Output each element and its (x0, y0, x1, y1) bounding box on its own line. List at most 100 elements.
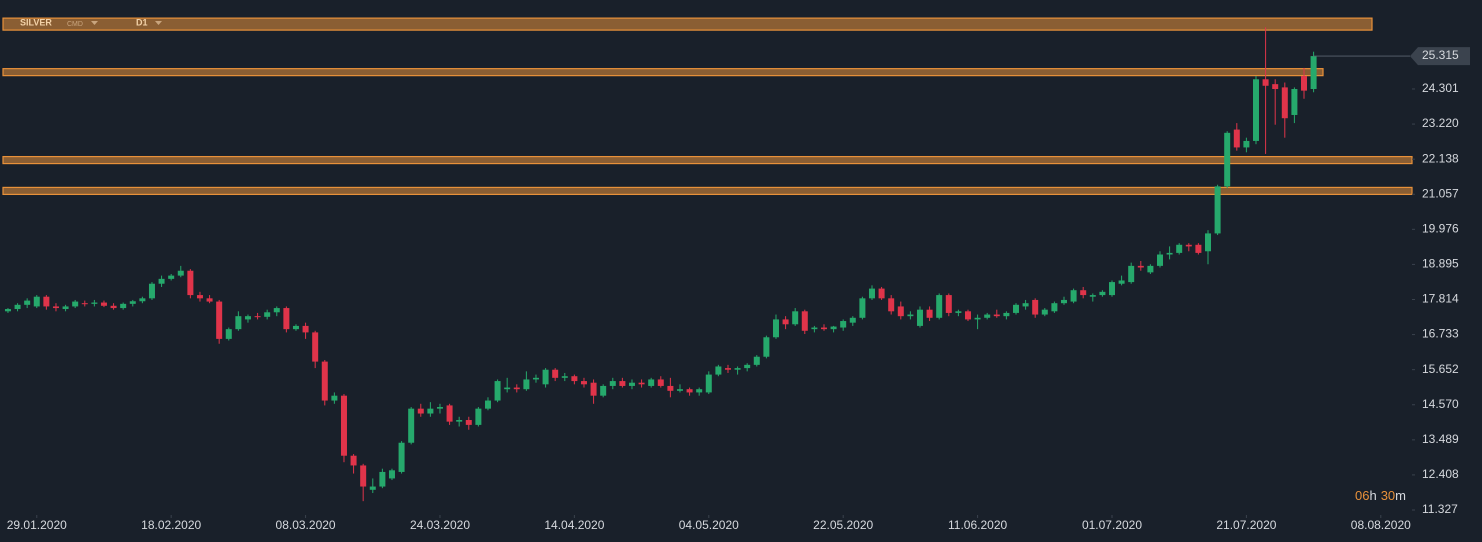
candle-body (820, 327, 827, 330)
candle-body (916, 309, 923, 326)
candle-body (1051, 303, 1058, 312)
candle-body (244, 316, 251, 320)
candle-body (1022, 303, 1029, 307)
x-tick-label: 11.06.2020 (948, 518, 1007, 532)
candle-body (763, 337, 770, 357)
candle-body (81, 303, 88, 305)
y-tick-label: 13.489 (1422, 432, 1459, 446)
candle-body (1089, 295, 1096, 297)
candle-body (744, 364, 751, 369)
candle-body (494, 381, 501, 401)
x-tick-label: 08.03.2020 (276, 518, 336, 532)
dropdown-arrow[interactable] (91, 21, 98, 25)
candle-body (417, 408, 424, 414)
candle-body (667, 385, 674, 391)
candle-body (446, 405, 453, 422)
candle-body (811, 327, 818, 330)
candle-body (1108, 282, 1115, 296)
price-level (2, 17, 1373, 31)
candle-body (484, 400, 491, 409)
candle-body (676, 389, 683, 391)
x-tick-label: 01.07.2020 (1082, 518, 1142, 532)
candle-body (388, 470, 395, 479)
candle-body (321, 361, 328, 401)
candle-body (427, 408, 434, 414)
dropdown-arrow[interactable] (155, 21, 162, 25)
candle-body (379, 471, 386, 487)
candle-body (292, 325, 299, 330)
candle-body (1252, 79, 1259, 141)
candle-body (532, 377, 539, 380)
candle-body (168, 275, 175, 279)
y-tick-label: 22.138 (1422, 151, 1459, 165)
candle-body (475, 408, 482, 425)
candle-body (504, 387, 511, 390)
candle-body (398, 442, 405, 472)
candle-body (196, 295, 203, 299)
candle-body (43, 296, 50, 307)
timeframe[interactable]: D1 (136, 17, 148, 27)
x-tick-label: 18.02.2020 (141, 518, 201, 532)
candle-body (283, 308, 290, 330)
y-tick-label: 12.408 (1422, 467, 1459, 481)
y-tick-label: 14.570 (1422, 397, 1459, 411)
y-tick-label: 15.652 (1422, 362, 1459, 376)
candle-body (1147, 265, 1154, 273)
last-price-label: 25.315 (1422, 48, 1459, 62)
candle-body (1233, 129, 1240, 148)
candle-body (408, 408, 415, 443)
candle-body (216, 301, 223, 339)
countdown: 06h 30m (1355, 488, 1406, 503)
candle-body (792, 311, 799, 325)
candle-body (254, 316, 261, 318)
y-tick-label: 23.220 (1422, 116, 1459, 130)
candle-body (945, 295, 952, 313)
candle-body (139, 298, 146, 302)
candle-body (1003, 312, 1010, 317)
candle-body (1272, 84, 1279, 90)
candle-body (849, 317, 856, 323)
candle-body (657, 379, 664, 386)
candle-body (686, 389, 693, 393)
candle-body (120, 303, 127, 309)
candle-body (907, 314, 914, 317)
price-level (2, 186, 1413, 196)
y-tick-label: 24.301 (1422, 81, 1459, 95)
candle-body (638, 382, 645, 385)
symbol[interactable]: SILVER (20, 17, 52, 27)
x-tick-label: 22.05.2020 (813, 518, 873, 532)
candle-body (734, 368, 741, 370)
candle-body (542, 369, 549, 385)
candle-body (1060, 299, 1067, 304)
candle-body (206, 298, 213, 302)
candle-body (225, 329, 232, 339)
candle-body (1185, 244, 1192, 247)
candle-body (1224, 132, 1231, 187)
candle-body (331, 395, 338, 401)
candle-body (580, 381, 587, 385)
y-tick-label: 11.327 (1422, 502, 1458, 516)
y-tick-label: 16.733 (1422, 327, 1459, 341)
candle-body (369, 486, 376, 490)
price-level (2, 155, 1413, 165)
market[interactable]: CMD (67, 21, 83, 28)
candle-body (1156, 254, 1163, 266)
candle-body (62, 306, 69, 310)
candle-body (110, 305, 117, 309)
toolbar[interactable]: SILVER CMD D1 (20, 17, 162, 28)
candle-body (859, 298, 866, 318)
x-tick-label: 29.01.2020 (7, 518, 67, 532)
candle-body (600, 385, 607, 396)
candle-body (273, 308, 280, 313)
candle-body (801, 311, 808, 331)
y-tick-label: 21.057 (1422, 186, 1459, 200)
candle-body (1080, 290, 1087, 296)
candle-body (1012, 304, 1019, 313)
candle-body (590, 382, 597, 396)
candle-body (974, 317, 981, 320)
candle-body (1243, 140, 1250, 148)
candle-body (52, 306, 59, 309)
x-tick-label: 14.04.2020 (544, 518, 604, 532)
candle-body (1128, 265, 1135, 283)
candle-body (302, 325, 309, 333)
